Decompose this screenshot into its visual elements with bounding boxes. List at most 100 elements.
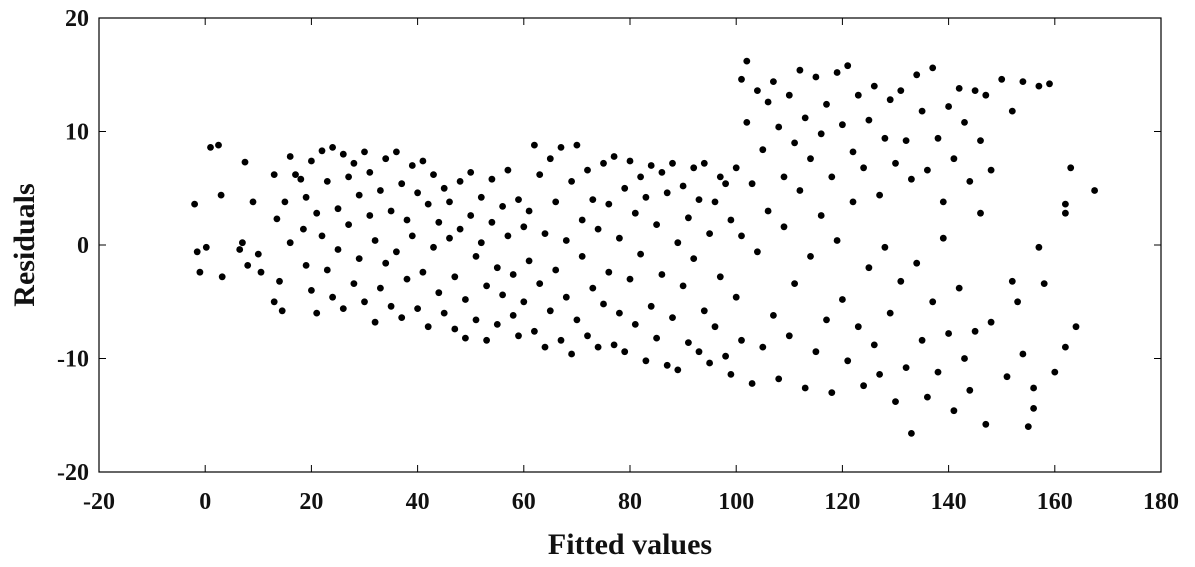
data-point [828, 389, 836, 396]
data-point [955, 85, 963, 92]
data-point [839, 296, 846, 303]
data-point [419, 157, 427, 165]
data-point [616, 234, 623, 242]
data-point [738, 232, 745, 240]
data-point [961, 119, 968, 126]
data-point [398, 314, 406, 321]
data-point [977, 137, 984, 145]
data-point [892, 398, 899, 405]
data-point [823, 100, 830, 108]
data-point [642, 193, 650, 201]
data-point [435, 218, 443, 226]
data-point [955, 284, 963, 292]
data-point [626, 157, 634, 165]
data-point [403, 216, 411, 224]
data-point [637, 173, 644, 181]
data-point [839, 121, 846, 129]
data-point [308, 287, 315, 294]
data-point [241, 158, 249, 166]
data-point [1008, 107, 1016, 115]
data-point [520, 223, 528, 231]
data-point [918, 336, 926, 344]
data-point [355, 191, 363, 199]
ticks-layer: -20 0 20 40 60 80 100 120 140 160 180 -20 -10 0 10 20 [57, 6, 1179, 515]
data-point [902, 364, 910, 371]
data-point [886, 309, 894, 317]
data-point [759, 146, 767, 154]
data-point [828, 173, 836, 181]
data-point [557, 144, 565, 151]
data-point [557, 336, 565, 344]
data-point [424, 200, 432, 208]
x-tick-label: 60 [512, 489, 536, 515]
data-point [382, 155, 390, 163]
data-point [472, 253, 480, 260]
data-point [345, 173, 352, 181]
data-point [716, 273, 724, 281]
data-point [982, 420, 990, 428]
data-point [700, 159, 708, 167]
data-point [270, 171, 278, 179]
data-point [982, 91, 990, 99]
data-point [430, 243, 437, 251]
y-tick-label: 20 [65, 6, 89, 32]
data-point [966, 386, 974, 394]
data-point [292, 171, 299, 179]
data-point [377, 187, 384, 194]
data-point [1008, 277, 1016, 285]
data-point [191, 200, 199, 208]
y-axis-title: Residuals [8, 183, 41, 306]
data-point [520, 298, 528, 306]
data-point [679, 182, 687, 190]
data-point [770, 312, 777, 319]
data-point [467, 169, 475, 176]
data-point [531, 141, 538, 149]
data-point [950, 155, 958, 163]
data-point [669, 314, 676, 321]
data-point [647, 302, 655, 310]
data-point [785, 332, 793, 340]
data-point [642, 357, 650, 365]
data-point [1072, 323, 1080, 331]
data-point [674, 239, 682, 247]
data-point [462, 334, 469, 342]
data-point [541, 230, 549, 238]
data-point [939, 198, 947, 206]
data-point [334, 205, 342, 213]
data-point [552, 266, 560, 274]
data-point [302, 262, 310, 269]
data-point [215, 141, 222, 149]
data-point [584, 332, 591, 340]
data-point [387, 302, 395, 310]
data-point [270, 298, 278, 306]
data-point [759, 343, 767, 351]
data-point [934, 368, 942, 376]
data-point [217, 191, 225, 199]
data-point [568, 350, 575, 358]
data-point [1014, 298, 1021, 306]
data-point [738, 75, 745, 83]
data-point [637, 250, 644, 258]
data-point [366, 212, 374, 219]
data-point [876, 191, 883, 199]
data-point [600, 159, 607, 167]
data-point [218, 273, 226, 281]
data-point [493, 321, 501, 328]
data-point [589, 284, 597, 292]
data-point [854, 323, 862, 331]
data-point [300, 225, 307, 233]
data-point [621, 348, 629, 356]
data-point [881, 243, 889, 251]
data-point [257, 268, 265, 276]
data-point [313, 209, 321, 217]
data-point [578, 253, 586, 260]
data-point [950, 407, 958, 415]
data-point [1051, 368, 1059, 376]
data-point [350, 280, 358, 287]
data-point [817, 130, 825, 138]
data-point [706, 359, 713, 367]
data-point [924, 166, 931, 174]
data-point [196, 268, 204, 276]
data-point [456, 178, 464, 185]
